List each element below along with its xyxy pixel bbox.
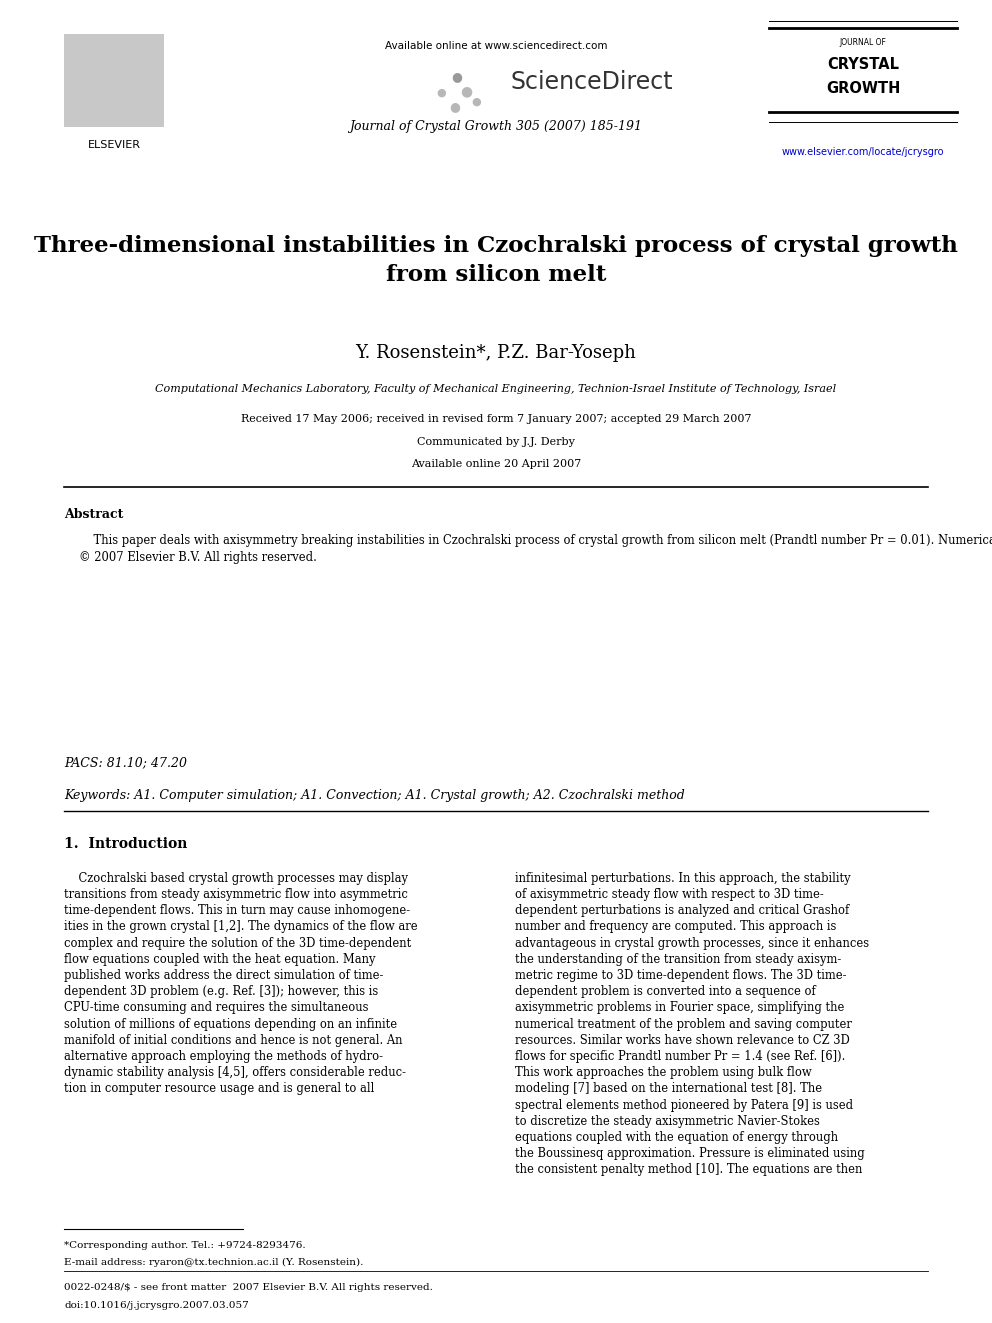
Text: Three-dimensional instabilities in Czochralski process of crystal growth
from si: Three-dimensional instabilities in Czoch… bbox=[34, 235, 958, 286]
Text: Abstract: Abstract bbox=[64, 508, 124, 521]
Text: Received 17 May 2006; received in revised form 7 January 2007; accepted 29 March: Received 17 May 2006; received in revise… bbox=[241, 414, 751, 425]
Text: doi:10.1016/j.jcrysgro.2007.03.057: doi:10.1016/j.jcrysgro.2007.03.057 bbox=[64, 1301, 249, 1310]
Text: ●: ● bbox=[460, 85, 472, 99]
Text: 1.  Introduction: 1. Introduction bbox=[64, 837, 187, 852]
Text: Journal of Crystal Growth 305 (2007) 185-191: Journal of Crystal Growth 305 (2007) 185… bbox=[349, 120, 643, 134]
Text: Y. Rosenstein*, P.Z. Bar-Yoseph: Y. Rosenstein*, P.Z. Bar-Yoseph bbox=[355, 344, 637, 363]
Text: ScienceDirect: ScienceDirect bbox=[511, 70, 674, 94]
Text: Keywords: A1. Computer simulation; A1. Convection; A1. Crystal growth; A2. Czoch: Keywords: A1. Computer simulation; A1. C… bbox=[64, 789, 685, 802]
Text: ●: ● bbox=[451, 70, 462, 83]
Text: Available online 20 April 2007: Available online 20 April 2007 bbox=[411, 459, 581, 470]
Text: PACS: 81.10; 47.20: PACS: 81.10; 47.20 bbox=[64, 757, 187, 770]
Text: www.elsevier.com/locate/jcrysgro: www.elsevier.com/locate/jcrysgro bbox=[782, 147, 944, 157]
Text: ●: ● bbox=[436, 87, 446, 98]
Text: ●: ● bbox=[471, 97, 481, 107]
Text: This paper deals with axisymmetry breaking instabilities in Czochralski process : This paper deals with axisymmetry breaki… bbox=[79, 534, 992, 564]
Text: infinitesimal perturbations. In this approach, the stability
of axisymmetric ste: infinitesimal perturbations. In this app… bbox=[515, 872, 869, 1176]
Text: 0022-0248/$ - see front matter  2007 Elsevier B.V. All rights reserved.: 0022-0248/$ - see front matter 2007 Else… bbox=[64, 1283, 434, 1293]
Text: Czochralski based crystal growth processes may display
transitions from steady a: Czochralski based crystal growth process… bbox=[64, 872, 418, 1095]
Text: Available online at www.sciencedirect.com: Available online at www.sciencedirect.co… bbox=[385, 41, 607, 52]
Text: ●: ● bbox=[449, 101, 459, 114]
Text: Communicated by J.J. Derby: Communicated by J.J. Derby bbox=[417, 437, 575, 447]
Text: Computational Mechanics Laboratory, Faculty of Mechanical Engineering, Technion-: Computational Mechanics Laboratory, Facu… bbox=[156, 384, 836, 394]
Text: ELSEVIER: ELSEVIER bbox=[87, 140, 141, 151]
Bar bbox=[64, 34, 164, 127]
Text: E-mail address: ryaron@tx.technion.ac.il (Y. Rosenstein).: E-mail address: ryaron@tx.technion.ac.il… bbox=[64, 1258, 364, 1267]
Text: JOURNAL OF: JOURNAL OF bbox=[839, 38, 887, 48]
Text: *Corresponding author. Tel.: +9724-8293476.: *Corresponding author. Tel.: +9724-82934… bbox=[64, 1241, 307, 1250]
Text: CRYSTAL: CRYSTAL bbox=[827, 57, 899, 71]
Text: GROWTH: GROWTH bbox=[826, 81, 900, 95]
